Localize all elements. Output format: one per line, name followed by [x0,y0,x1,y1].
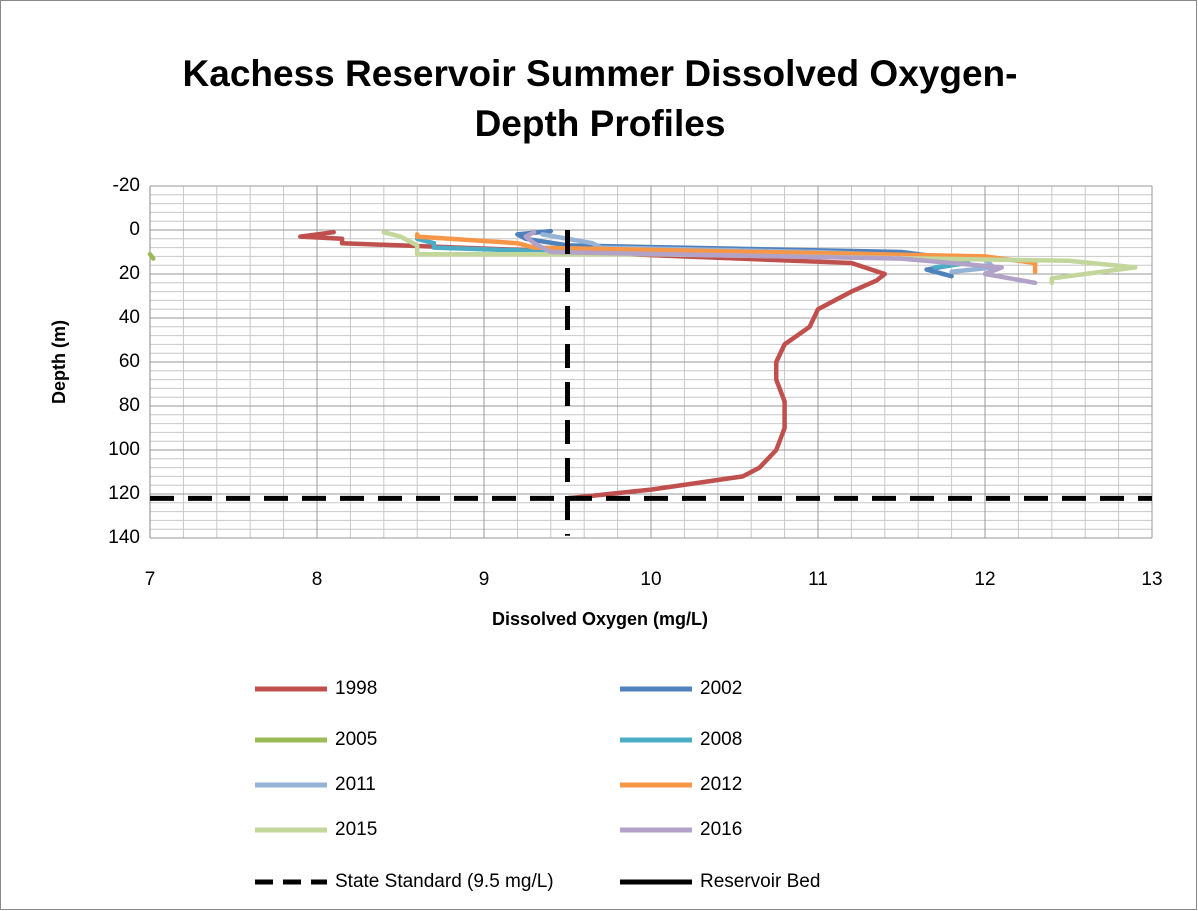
x-tick-label: 11 [808,569,828,590]
legend-label: 2008 [700,729,742,750]
x-tick-label: 9 [479,569,490,590]
legend-label: 1998 [335,678,377,699]
x-tick-label: 7 [145,569,156,590]
legend-label: Reservoir Bed [700,871,820,892]
data-line [298,229,888,501]
legend-label: 2002 [700,678,742,699]
x-tick-label: 12 [974,569,995,590]
y-tick-label: -20 [113,175,140,196]
y-tick-label: 140 [108,527,140,548]
legend-label: 2016 [700,819,742,840]
data-line [414,232,1038,275]
x-tick-label: 10 [640,569,661,590]
y-axis-title: Depth (m) [49,320,69,404]
y-tick-label: 100 [108,439,140,460]
y-tick-label: 20 [119,263,140,284]
legend-label: 2011 [335,774,376,795]
y-tick-label: 120 [108,483,140,504]
legend-label: 2012 [700,774,742,795]
data-line [523,229,1038,286]
x-tick-label: 8 [312,569,323,590]
x-tick-label: 13 [1141,569,1162,590]
data-line [147,251,156,261]
y-tick-label: 40 [119,307,140,328]
chart-title: Depth Profiles [475,103,726,144]
legend-label: 2005 [335,729,377,750]
y-tick-label: 80 [119,395,140,416]
y-tick-label: 60 [119,351,140,372]
y-tick-label: 0 [129,219,140,240]
legend-label: 2015 [335,819,377,840]
legend-label: State Standard (9.5 mg/L) [335,871,554,892]
chart-title: Kachess Reservoir Summer Dissolved Oxyge… [183,53,1018,94]
x-axis-title: Dissolved Oxygen (mg/L) [492,609,708,629]
